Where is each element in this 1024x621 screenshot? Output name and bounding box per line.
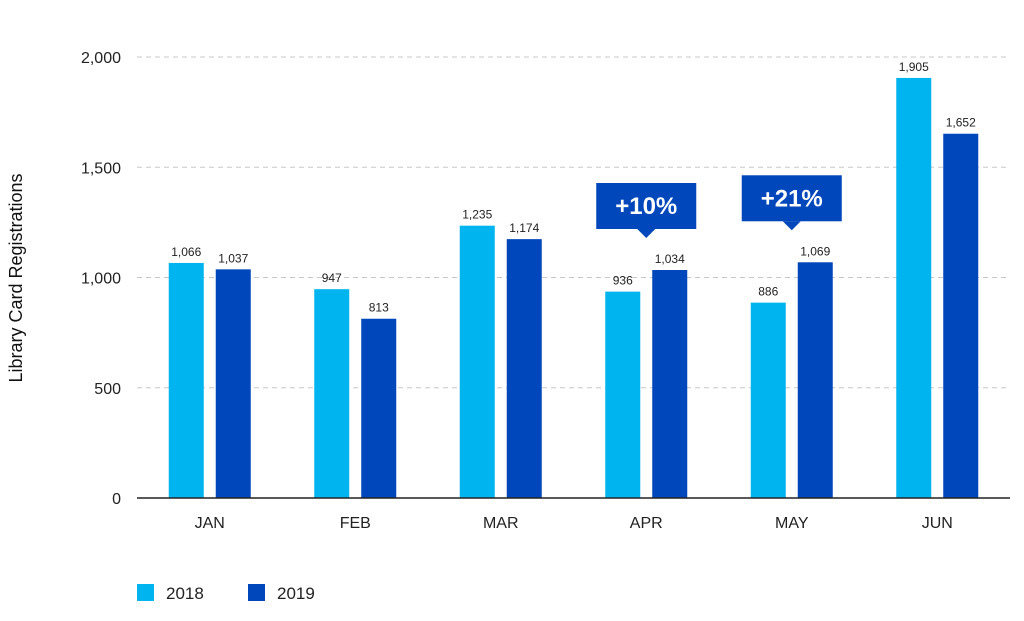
y-tick-label: 2,000 bbox=[81, 50, 121, 67]
callout-may: +21% bbox=[741, 175, 842, 231]
data-label: 1,069 bbox=[800, 244, 830, 258]
bar-feb-2018 bbox=[314, 289, 350, 498]
x-tick-label: MAY bbox=[775, 515, 809, 532]
x-tick-label: MAR bbox=[483, 515, 519, 532]
bar-jun-2019 bbox=[943, 133, 979, 498]
y-tick-label: 0 bbox=[112, 491, 121, 508]
data-label: 1,034 bbox=[655, 252, 685, 266]
bar-jan-2019 bbox=[215, 269, 251, 498]
data-label: 936 bbox=[613, 274, 633, 288]
data-labels: 1,066 1,037 947 813 1,235 1,174 936 1,034 886 1,0… bbox=[171, 60, 976, 315]
legend-swatch-2018 bbox=[137, 584, 154, 601]
x-tick-label: JUN bbox=[922, 515, 953, 532]
x-tick-label: FEB bbox=[340, 515, 371, 532]
data-label: 1,652 bbox=[946, 116, 976, 130]
data-label: 1,235 bbox=[462, 208, 492, 222]
data-label: 1,066 bbox=[171, 245, 201, 259]
y-tick-label: 500 bbox=[94, 381, 121, 398]
bars bbox=[168, 77, 979, 498]
legend-label-2019: 2019 bbox=[277, 584, 315, 603]
bar-apr-2018 bbox=[605, 291, 641, 498]
y-tick-label: 1,500 bbox=[81, 160, 121, 177]
callout-box bbox=[596, 183, 697, 230]
data-label: 947 bbox=[322, 271, 342, 285]
gridlines bbox=[137, 56, 1010, 389]
callout-pointer bbox=[637, 229, 656, 239]
y-axis-label: Library Card Registrations bbox=[6, 173, 26, 382]
callout-pointer bbox=[782, 221, 801, 231]
bar-apr-2019 bbox=[652, 270, 688, 498]
bar-feb-2019 bbox=[361, 318, 397, 498]
bar-may-2018 bbox=[750, 302, 786, 498]
callouts: +10% +21% bbox=[596, 175, 842, 239]
bar-jun-2018 bbox=[896, 77, 932, 498]
bar-mar-2019 bbox=[506, 239, 542, 498]
callout-text: +21% bbox=[761, 185, 823, 212]
y-axis-ticks: 0 500 1,000 1,500 2,000 bbox=[81, 50, 121, 508]
bar-jan-2018 bbox=[168, 262, 204, 498]
callout-text: +10% bbox=[615, 193, 677, 220]
data-label: 1,905 bbox=[899, 60, 929, 74]
y-tick-label: 1,000 bbox=[81, 271, 121, 288]
data-label: 813 bbox=[369, 301, 389, 315]
data-label: 1,037 bbox=[218, 251, 248, 265]
callout-box bbox=[741, 175, 842, 222]
x-tick-label: APR bbox=[630, 515, 663, 532]
legend-label-2018: 2018 bbox=[166, 584, 204, 603]
data-label: 1,174 bbox=[509, 221, 539, 235]
bar-may-2019 bbox=[797, 262, 833, 498]
x-axis-ticks: JAN FEB MAR APR MAY JUN bbox=[195, 515, 953, 532]
callout-apr: +10% bbox=[596, 183, 697, 239]
data-label: 886 bbox=[758, 285, 778, 299]
legend-swatch-2019 bbox=[248, 584, 265, 601]
bar-mar-2018 bbox=[459, 225, 495, 498]
x-tick-label: JAN bbox=[195, 515, 225, 532]
legend: 2018 2019 bbox=[137, 584, 315, 603]
